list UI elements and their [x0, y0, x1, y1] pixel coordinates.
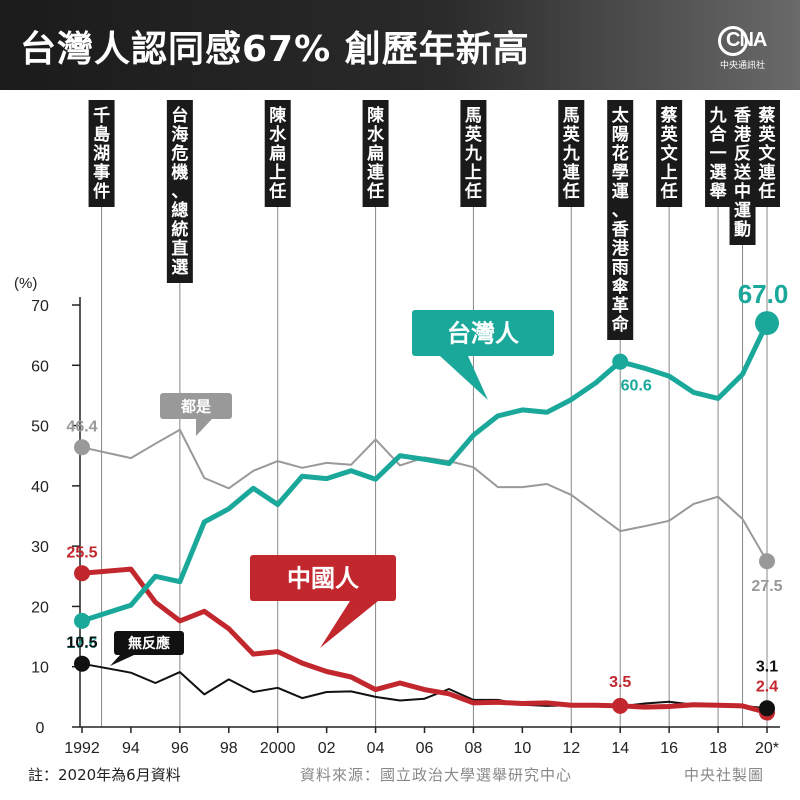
x-tick-label: 96	[171, 740, 189, 757]
event-label: 馬英九連任馬英九連任	[562, 106, 581, 202]
data-label-both: 27.5	[751, 578, 782, 595]
callout-pointer-no_response	[110, 655, 134, 666]
event-label: 太陽花學運、香港雨傘革命太陽花學運、香港雨傘革命	[611, 105, 630, 335]
x-tick-label: 02	[318, 740, 336, 757]
data-label-no_response: 10.5	[66, 635, 97, 652]
callout-pointer-both	[196, 419, 212, 436]
x-tick-label: 2000	[260, 740, 296, 757]
chart-footnote: 註：2020年為6月資料	[28, 766, 181, 784]
event-label-box	[656, 100, 683, 207]
event-label-box	[88, 100, 115, 207]
marker-dot-both	[759, 553, 775, 570]
data-label-chinese: 3.5	[609, 674, 631, 691]
data-label-both: 46.4	[66, 418, 97, 435]
x-tick-label: 98	[220, 740, 238, 757]
event-label: 香港反送中運動香港反送中運動	[734, 106, 752, 240]
x-tick-label: 20*	[755, 740, 779, 757]
marker-dot-no_response	[759, 700, 775, 717]
x-tick-label: 18	[709, 740, 727, 757]
x-tick-label: 06	[416, 740, 434, 757]
event-label: 台海危機、總統直選台海危機、總統直選	[170, 105, 188, 278]
event-label-box	[754, 100, 780, 207]
marker-dot-both	[74, 439, 90, 456]
event-label: 陳水扁上任陳水扁上任	[268, 105, 287, 202]
event-label-box	[558, 100, 585, 207]
event-label: 千島湖事件千島湖事件	[93, 106, 110, 202]
callout-pointer-taiwanese	[440, 356, 488, 400]
event-label: 馬英九上任馬英九上任	[464, 106, 483, 202]
event-label-box	[264, 100, 291, 207]
event-label-box	[705, 100, 732, 207]
x-tick-label: 14	[611, 740, 629, 757]
marker-dot-taiwanese	[74, 612, 90, 629]
y-tick-label: 20	[31, 599, 49, 616]
cna-logo: CNA 中央通訊社	[718, 26, 782, 71]
data-label-taiwanese: 17.6	[66, 635, 97, 652]
y-tick-label: 0	[36, 720, 45, 737]
data-label-chinese: 2.4	[756, 679, 778, 696]
data-label-taiwanese: 60.6	[621, 378, 652, 395]
callout-box-both	[160, 393, 232, 419]
event-label: 蔡英文上任蔡英文上任	[660, 106, 679, 202]
x-tick-label: 10	[513, 740, 531, 757]
y-tick-label: 30	[31, 539, 49, 556]
y-tick-label: 60	[31, 358, 49, 375]
logo-subtitle: 中央通訊社	[720, 61, 766, 71]
marker-dot-no_response	[74, 655, 90, 672]
page-title: 台灣人認同感67% 創歷年新高	[20, 29, 530, 70]
y-axis-label: (%)	[14, 275, 37, 292]
event-label: 陳水扁連任陳水扁連任	[366, 105, 385, 202]
callout-label-no_response: 無反應	[128, 635, 170, 652]
y-tick-label: 40	[31, 479, 49, 496]
event-label: 蔡英文連任蔡英文連任	[758, 106, 777, 202]
chart-credit: 中央社製圖	[684, 766, 765, 784]
x-tick-label: 08	[465, 740, 483, 757]
callout-box-taiwanese	[412, 310, 554, 356]
y-tick-label: 50	[31, 419, 49, 436]
data-source: 資料來源：國立政治大學選舉研究中心	[300, 766, 573, 784]
event-label-box	[607, 100, 634, 340]
callout-box-no_response	[114, 631, 184, 655]
callout-box-chinese	[250, 555, 396, 601]
y-tick-label: 70	[31, 298, 49, 315]
logo-ring-icon	[718, 26, 748, 56]
marker-dot-chinese	[612, 697, 629, 714]
y-tick-label: 10	[31, 660, 49, 677]
event-label: 九合一選舉九合一選舉	[709, 106, 728, 202]
x-tick-label: 94	[122, 740, 140, 757]
marker-dot-chinese	[74, 565, 90, 582]
data-label-no_response: 3.1	[756, 658, 778, 675]
series-line-taiwanese	[81, 322, 770, 624]
event-label-box	[166, 100, 193, 283]
series-line-both	[81, 428, 768, 562]
series-line-no_response	[81, 662, 768, 710]
marker-dot-taiwanese	[755, 311, 779, 336]
data-label-chinese: 25.5	[66, 544, 97, 561]
logo-text: CNA	[726, 29, 767, 51]
callout-label-chinese: 中國人	[287, 565, 359, 593]
event-label-box	[460, 100, 487, 207]
identity-line-chart: 千島湖事件千島湖事件 台海危機、總統直選台海危機、總統直選 陳水扁上任陳水扁上任 陳水…	[14, 100, 789, 757]
event-label-box	[362, 100, 389, 207]
callout-label-both: 都是	[180, 397, 212, 415]
callout-pointer-chinese	[320, 601, 378, 648]
callout-label-taiwanese: 台灣人	[447, 320, 519, 348]
x-tick-label: 1992	[64, 740, 100, 757]
event-label-box	[729, 100, 756, 245]
header-banner: 台灣人認同感67% 創歷年新高 CNA 中央通訊社	[0, 0, 800, 90]
x-tick-label: 12	[562, 740, 580, 757]
x-tick-label: 04	[367, 740, 385, 757]
marker-dot-taiwanese	[612, 353, 629, 370]
data-label-taiwanese: 67.0	[738, 279, 789, 309]
series-line-chinese	[81, 566, 768, 715]
x-tick-label: 16	[660, 740, 678, 757]
